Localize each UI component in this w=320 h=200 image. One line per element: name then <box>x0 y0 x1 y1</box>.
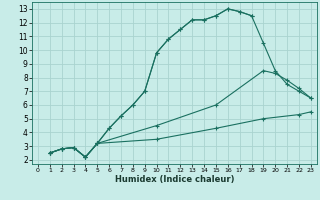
X-axis label: Humidex (Indice chaleur): Humidex (Indice chaleur) <box>115 175 234 184</box>
